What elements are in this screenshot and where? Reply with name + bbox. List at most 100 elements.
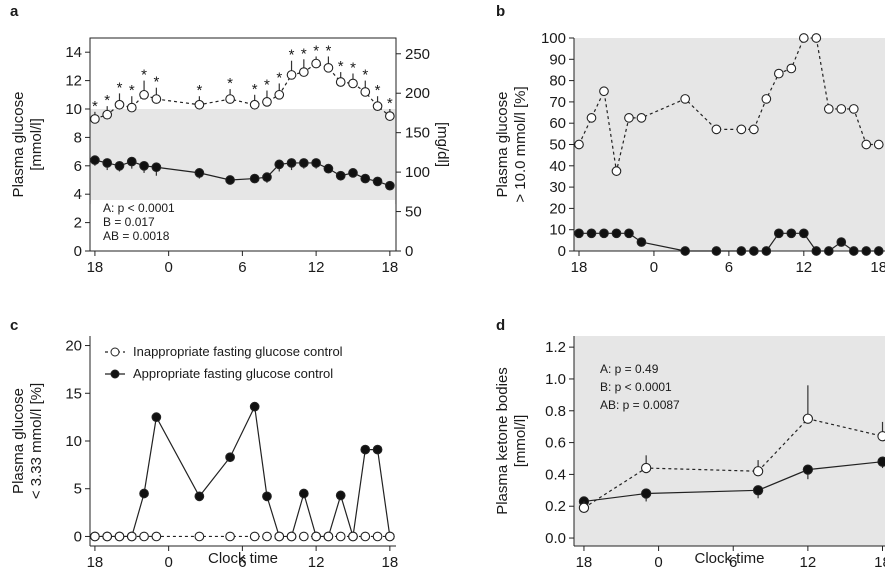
data-point bbox=[139, 89, 149, 100]
data-point bbox=[372, 176, 383, 187]
data-point bbox=[102, 158, 113, 168]
data-point bbox=[761, 246, 772, 256]
y-axis-label-line: Plasma glucose bbox=[494, 92, 511, 198]
y-tick-label: 0.2 bbox=[545, 498, 566, 515]
y-axis-label-line: [mmol/l] bbox=[512, 415, 529, 468]
data-point bbox=[599, 228, 609, 239]
y-tick-label: 30 bbox=[549, 179, 566, 196]
y-axis-label: Plasma ketone bodies[mmol/l] bbox=[494, 367, 529, 515]
stats-annotation: AB: p = 0.0087 bbox=[600, 398, 680, 412]
y-axis-label-line: Plasma glucose bbox=[10, 388, 27, 494]
stats-annotation: AB = 0.0018 bbox=[103, 229, 170, 243]
y-tick-label: 70 bbox=[549, 94, 566, 111]
x-tick-label: 18 bbox=[382, 259, 399, 276]
data-point bbox=[225, 94, 235, 104]
y-tick-label: 4 bbox=[74, 186, 82, 203]
panel-letter: c bbox=[10, 317, 18, 334]
data-point bbox=[773, 68, 784, 79]
data-point bbox=[225, 452, 235, 463]
series-filled bbox=[90, 155, 395, 191]
series-line bbox=[94, 404, 391, 538]
y2-tick-label: 250 bbox=[405, 46, 430, 63]
data-point bbox=[126, 531, 137, 542]
series-open bbox=[578, 385, 885, 513]
x-tick-label: 18 bbox=[87, 259, 104, 276]
significance-star: * bbox=[227, 75, 233, 92]
data-point bbox=[298, 67, 309, 77]
significance-star: * bbox=[289, 47, 295, 64]
y-tick-label: 10 bbox=[549, 222, 566, 239]
data-point bbox=[680, 94, 691, 104]
data-point bbox=[114, 160, 125, 171]
legend: Inappropriate fasting glucose control App… bbox=[105, 344, 343, 381]
panel-letter: d bbox=[496, 317, 505, 334]
x-tick-label: 0 bbox=[650, 259, 658, 276]
stats-annotation: B: p < 0.0001 bbox=[600, 380, 672, 394]
y-tick-label: 10 bbox=[65, 433, 82, 450]
data-point bbox=[360, 444, 371, 455]
y-tick-label: 90 bbox=[549, 51, 566, 68]
data-point bbox=[873, 139, 884, 150]
y-tick-label: 6 bbox=[74, 158, 82, 175]
data-point bbox=[286, 531, 297, 542]
panel-d: d 18 0 6 12 18 0.0 0.2 0.4 0.6 0.8 1.0 1.2 Plasma ket… bbox=[494, 317, 885, 571]
data-point bbox=[811, 33, 822, 43]
data-point bbox=[348, 531, 358, 542]
data-point bbox=[225, 531, 235, 542]
data-point bbox=[323, 62, 334, 73]
data-point bbox=[194, 531, 205, 542]
y2-tick-label: 100 bbox=[405, 164, 430, 181]
x-tick-label: 6 bbox=[725, 259, 733, 276]
data-point bbox=[798, 228, 809, 239]
data-point bbox=[298, 488, 309, 499]
stats-annotation: B = 0.017 bbox=[103, 215, 155, 229]
data-point bbox=[311, 531, 321, 542]
data-point bbox=[151, 412, 162, 422]
series-filled bbox=[574, 228, 884, 256]
y-axis-label: Plasma glucose< 3.33 mmol/l [%] bbox=[10, 383, 45, 499]
panel-c: c 18 0 6 12 18 0 5 10 15 20 Plasma glucose< 3.33 mm… bbox=[10, 317, 398, 571]
y-tick-label: 5 bbox=[74, 481, 82, 498]
data-point bbox=[711, 246, 722, 256]
data-point bbox=[249, 531, 260, 542]
significance-star: * bbox=[153, 74, 159, 91]
series-filled bbox=[90, 401, 395, 542]
data-point bbox=[586, 228, 597, 239]
data-point bbox=[194, 99, 205, 110]
data-point bbox=[360, 173, 371, 184]
series-open bbox=[574, 33, 884, 176]
stats-annotation: A: p < 0.0001 bbox=[103, 201, 175, 215]
data-point bbox=[372, 444, 383, 455]
panel-a: a 18 0 6 12 18 0 2 4 6 8 10 12 14 0 50 100 150 200 250 [mg/d… bbox=[10, 3, 451, 276]
data-point bbox=[274, 531, 285, 542]
data-point bbox=[151, 162, 162, 173]
y-tick-label: 20 bbox=[65, 338, 82, 355]
data-point bbox=[262, 172, 272, 183]
data-point bbox=[126, 102, 137, 113]
y-axis-label-line: [mmol/l] bbox=[28, 118, 45, 171]
y2-tick-label: 150 bbox=[405, 125, 430, 142]
data-point bbox=[811, 246, 822, 256]
significance-star: * bbox=[196, 82, 202, 99]
data-point bbox=[574, 228, 584, 239]
data-point bbox=[335, 77, 346, 87]
data-point bbox=[114, 99, 125, 110]
data-point bbox=[385, 111, 395, 121]
y-tick-label: 40 bbox=[549, 158, 566, 175]
x-tick-label: 6 bbox=[238, 259, 246, 276]
significance-star: * bbox=[325, 42, 331, 59]
plot-background bbox=[574, 38, 885, 251]
data-point bbox=[680, 246, 691, 256]
x-tick-label: 18 bbox=[576, 554, 593, 568]
y-tick-label: 0 bbox=[74, 528, 82, 545]
data-point bbox=[249, 401, 260, 412]
y2-tick-label: 50 bbox=[405, 204, 422, 221]
data-point bbox=[90, 155, 100, 165]
y-tick-label: 100 bbox=[541, 30, 566, 47]
x-tick-label: 12 bbox=[308, 554, 325, 568]
data-point bbox=[286, 158, 297, 168]
data-point bbox=[624, 228, 634, 239]
data-point bbox=[611, 228, 622, 239]
stats-box bbox=[91, 200, 395, 250]
